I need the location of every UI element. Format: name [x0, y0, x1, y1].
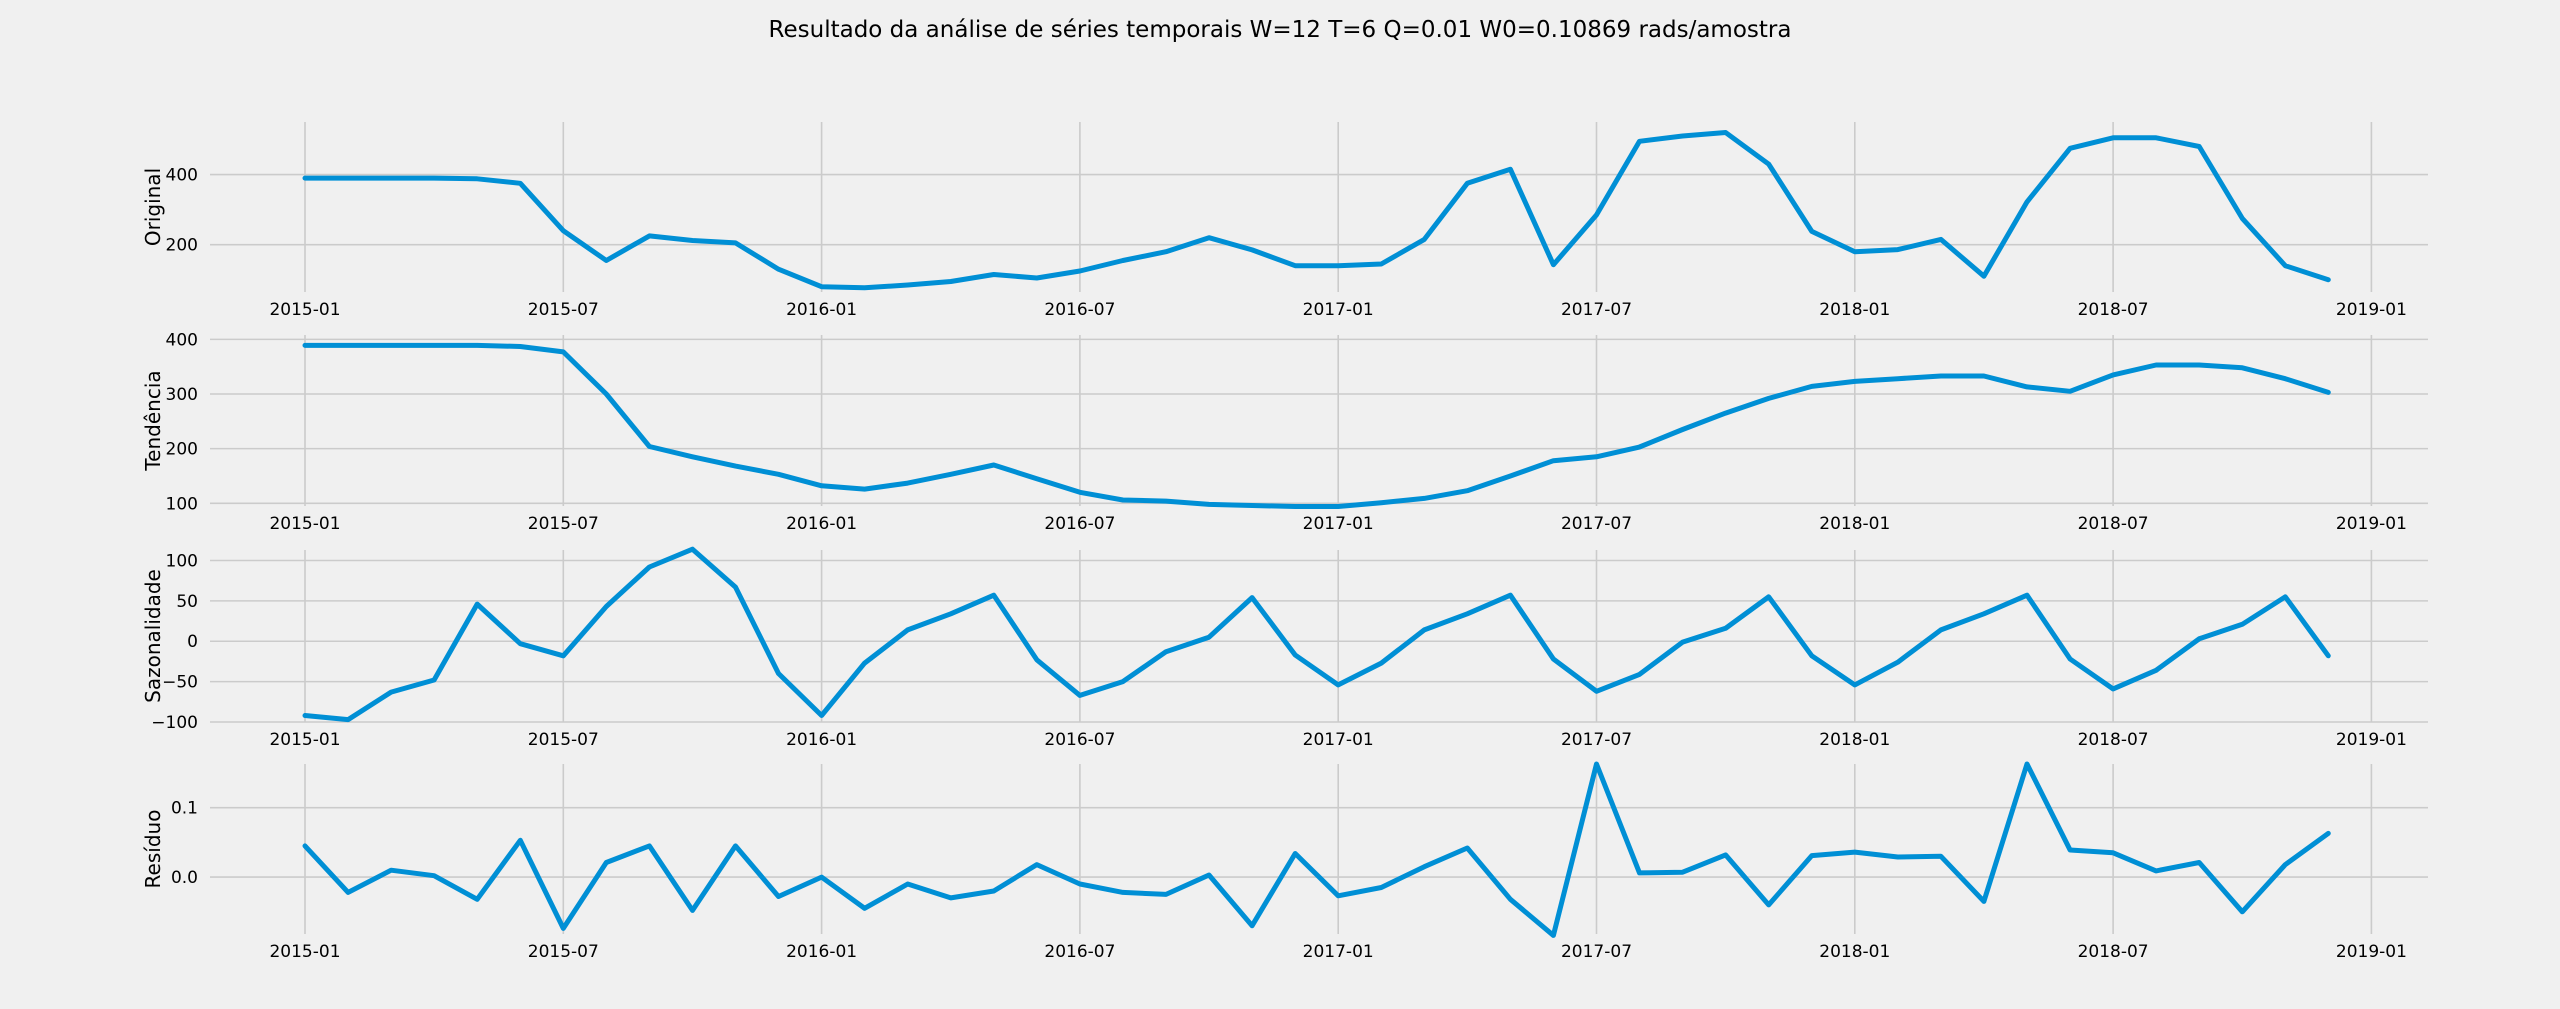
x-tick-label: 2018-07	[2078, 300, 2149, 320]
y-tick-label: 0.1	[171, 799, 198, 819]
series-line	[302, 761, 2331, 938]
x-tick-label: 2016-01	[786, 514, 857, 534]
x-tick-label: 2016-07	[1044, 300, 1115, 320]
y-tick-label: 300	[166, 385, 198, 405]
x-tick-label: 2018-07	[2078, 730, 2149, 750]
x-tick-label: 2016-07	[1044, 730, 1115, 750]
y-tick-label: 400	[166, 330, 198, 350]
x-tick-label: 2018-01	[1819, 514, 1890, 534]
x-tick-label: 2017-01	[1303, 730, 1374, 750]
x-tick-label: 2017-01	[1303, 300, 1374, 320]
x-tick-label: 2017-07	[1561, 300, 1632, 320]
x-tick-label: 2019-01	[2336, 730, 2407, 750]
x-tick-label: 2018-07	[2078, 942, 2149, 962]
x-tick-label: 2015-07	[528, 730, 599, 750]
y-tick-label: 400	[166, 166, 198, 186]
y-tick-label: 200	[166, 440, 198, 460]
y-axis-label: Tendência	[141, 370, 165, 471]
y-tick-label: −50	[162, 673, 198, 693]
x-tick-label: 2018-07	[2078, 514, 2149, 534]
y-axis-label: Resíduo	[141, 810, 165, 889]
x-tick-label: 2018-01	[1819, 942, 1890, 962]
x-tick-label: 2016-01	[786, 300, 857, 320]
y-tick-label: 100	[166, 551, 198, 571]
series-line	[302, 130, 2331, 291]
y-tick-label: 100	[166, 494, 198, 514]
x-tick-label: 2019-01	[2336, 942, 2407, 962]
y-tick-label: 0	[187, 632, 198, 652]
x-tick-label: 2015-01	[269, 300, 340, 320]
series-line	[302, 342, 2331, 509]
y-axis-label: Sazonalidade	[141, 569, 165, 703]
x-tick-label: 2016-01	[786, 942, 857, 962]
x-tick-label: 2018-01	[1819, 300, 1890, 320]
panel-4: 2015-01 2015-07 2016-01 2016-07 2017-01 2017-…	[141, 761, 2428, 962]
x-tick-label: 2017-07	[1561, 514, 1632, 534]
panels: 2015-01 2015-07 2016-01 2016-07 2017-01 2017-…	[141, 122, 2428, 962]
x-tick-label: 2017-01	[1303, 514, 1374, 534]
y-tick-label: 50	[176, 592, 198, 612]
panel-2: 2015-01 2015-07 2016-01 2016-07 2017-01 2017-…	[141, 330, 2428, 534]
panel-3: 2015-01 2015-07 2016-01 2016-07 2017-01 2017-…	[141, 546, 2428, 750]
x-tick-label: 2016-07	[1044, 942, 1115, 962]
x-tick-label: 2017-01	[1303, 942, 1374, 962]
x-tick-label: 2019-01	[2336, 514, 2407, 534]
series-line	[302, 546, 2331, 723]
x-tick-label: 2017-07	[1561, 730, 1632, 750]
x-tick-label: 2017-07	[1561, 942, 1632, 962]
panel-1: 2015-01 2015-07 2016-01 2016-07 2017-01 2017-…	[141, 122, 2428, 320]
y-tick-label: 0.0	[171, 868, 198, 888]
x-tick-label: 2015-01	[269, 514, 340, 534]
x-tick-label: 2015-01	[269, 942, 340, 962]
x-tick-label: 2015-07	[528, 300, 599, 320]
figure-title: Resultado da análise de séries temporais…	[769, 17, 1792, 43]
x-tick-label: 2019-01	[2336, 300, 2407, 320]
x-tick-label: 2018-01	[1819, 730, 1890, 750]
x-tick-label: 2016-01	[786, 730, 857, 750]
x-tick-label: 2016-07	[1044, 514, 1115, 534]
x-tick-label: 2015-01	[269, 730, 340, 750]
x-tick-label: 2015-07	[528, 942, 599, 962]
y-tick-label: 200	[166, 236, 198, 256]
x-tick-label: 2015-07	[528, 514, 599, 534]
y-tick-label: −100	[151, 713, 198, 733]
y-axis-label: Original	[141, 168, 165, 246]
